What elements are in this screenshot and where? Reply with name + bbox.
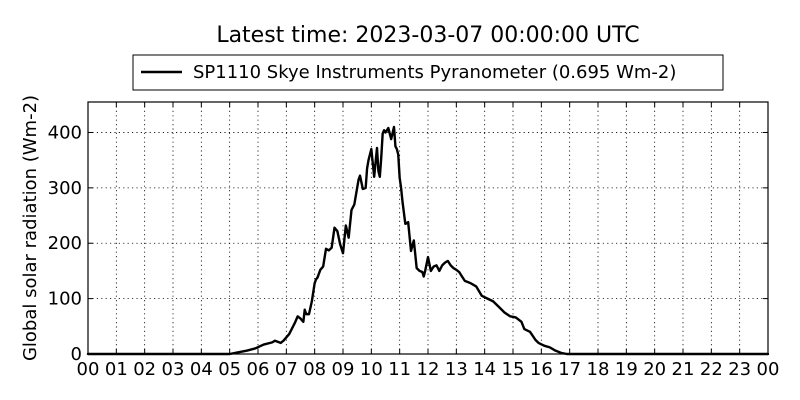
x-tick-label: 20	[643, 359, 666, 380]
x-tick-label: 04	[190, 359, 213, 380]
y-tick-label: 200	[48, 233, 82, 254]
x-tick-label: 11	[388, 359, 411, 380]
y-tick-label: 100	[48, 289, 82, 310]
x-tick-label: 17	[558, 359, 581, 380]
x-tick-label: 00	[77, 359, 100, 380]
x-tick-label: 14	[473, 359, 496, 380]
y-axis-label: Global solar radiation (Wm-2)	[20, 95, 41, 361]
x-tick-label: 08	[303, 359, 326, 380]
x-tick-label: 02	[133, 359, 156, 380]
x-tick-label: 18	[587, 359, 610, 380]
grid	[88, 102, 768, 354]
x-tick-label: 12	[417, 359, 440, 380]
y-tick-labels: 0 100 200 300 400	[48, 122, 82, 365]
x-tick-label: 13	[445, 359, 468, 380]
x-tick-label: 03	[162, 359, 185, 380]
x-tick-label: 07	[275, 359, 298, 380]
x-tick-label: 23	[728, 359, 751, 380]
x-tick-label: 09	[332, 359, 355, 380]
x-tick-label: 15	[502, 359, 525, 380]
chart-title: Latest time: 2023-03-07 00:00:00 UTC	[216, 23, 639, 48]
legend-entry-label: SP1110 Skye Instruments Pyranometer (0.6…	[193, 62, 676, 83]
y-tick-label: 0	[71, 344, 82, 365]
pyranometer-series-line	[86, 125, 770, 356]
x-tick-labels: 00 01 02 03 04 05 06 07 08 09 10 11 12 13 14 15 16 17 18 19…	[77, 359, 780, 380]
x-tick-label: 10	[360, 359, 383, 380]
x-tick-label: 05	[218, 359, 241, 380]
axis-ticks	[87, 102, 769, 355]
legend-box	[132, 54, 724, 91]
legend: SP1110 Skye Instruments Pyranometer (0.6…	[132, 54, 724, 91]
y-tick-label: 400	[48, 122, 82, 143]
x-tick-label: 16	[530, 359, 553, 380]
x-tick-label: 00	[757, 359, 780, 380]
x-tick-label: 01	[105, 359, 128, 380]
x-tick-label: 21	[672, 359, 695, 380]
plot-frame	[87, 101, 769, 355]
x-tick-label: 22	[700, 359, 723, 380]
y-tick-label: 300	[48, 178, 82, 199]
x-tick-label: 06	[247, 359, 270, 380]
x-tick-label: 19	[615, 359, 638, 380]
series-layer	[86, 125, 770, 356]
